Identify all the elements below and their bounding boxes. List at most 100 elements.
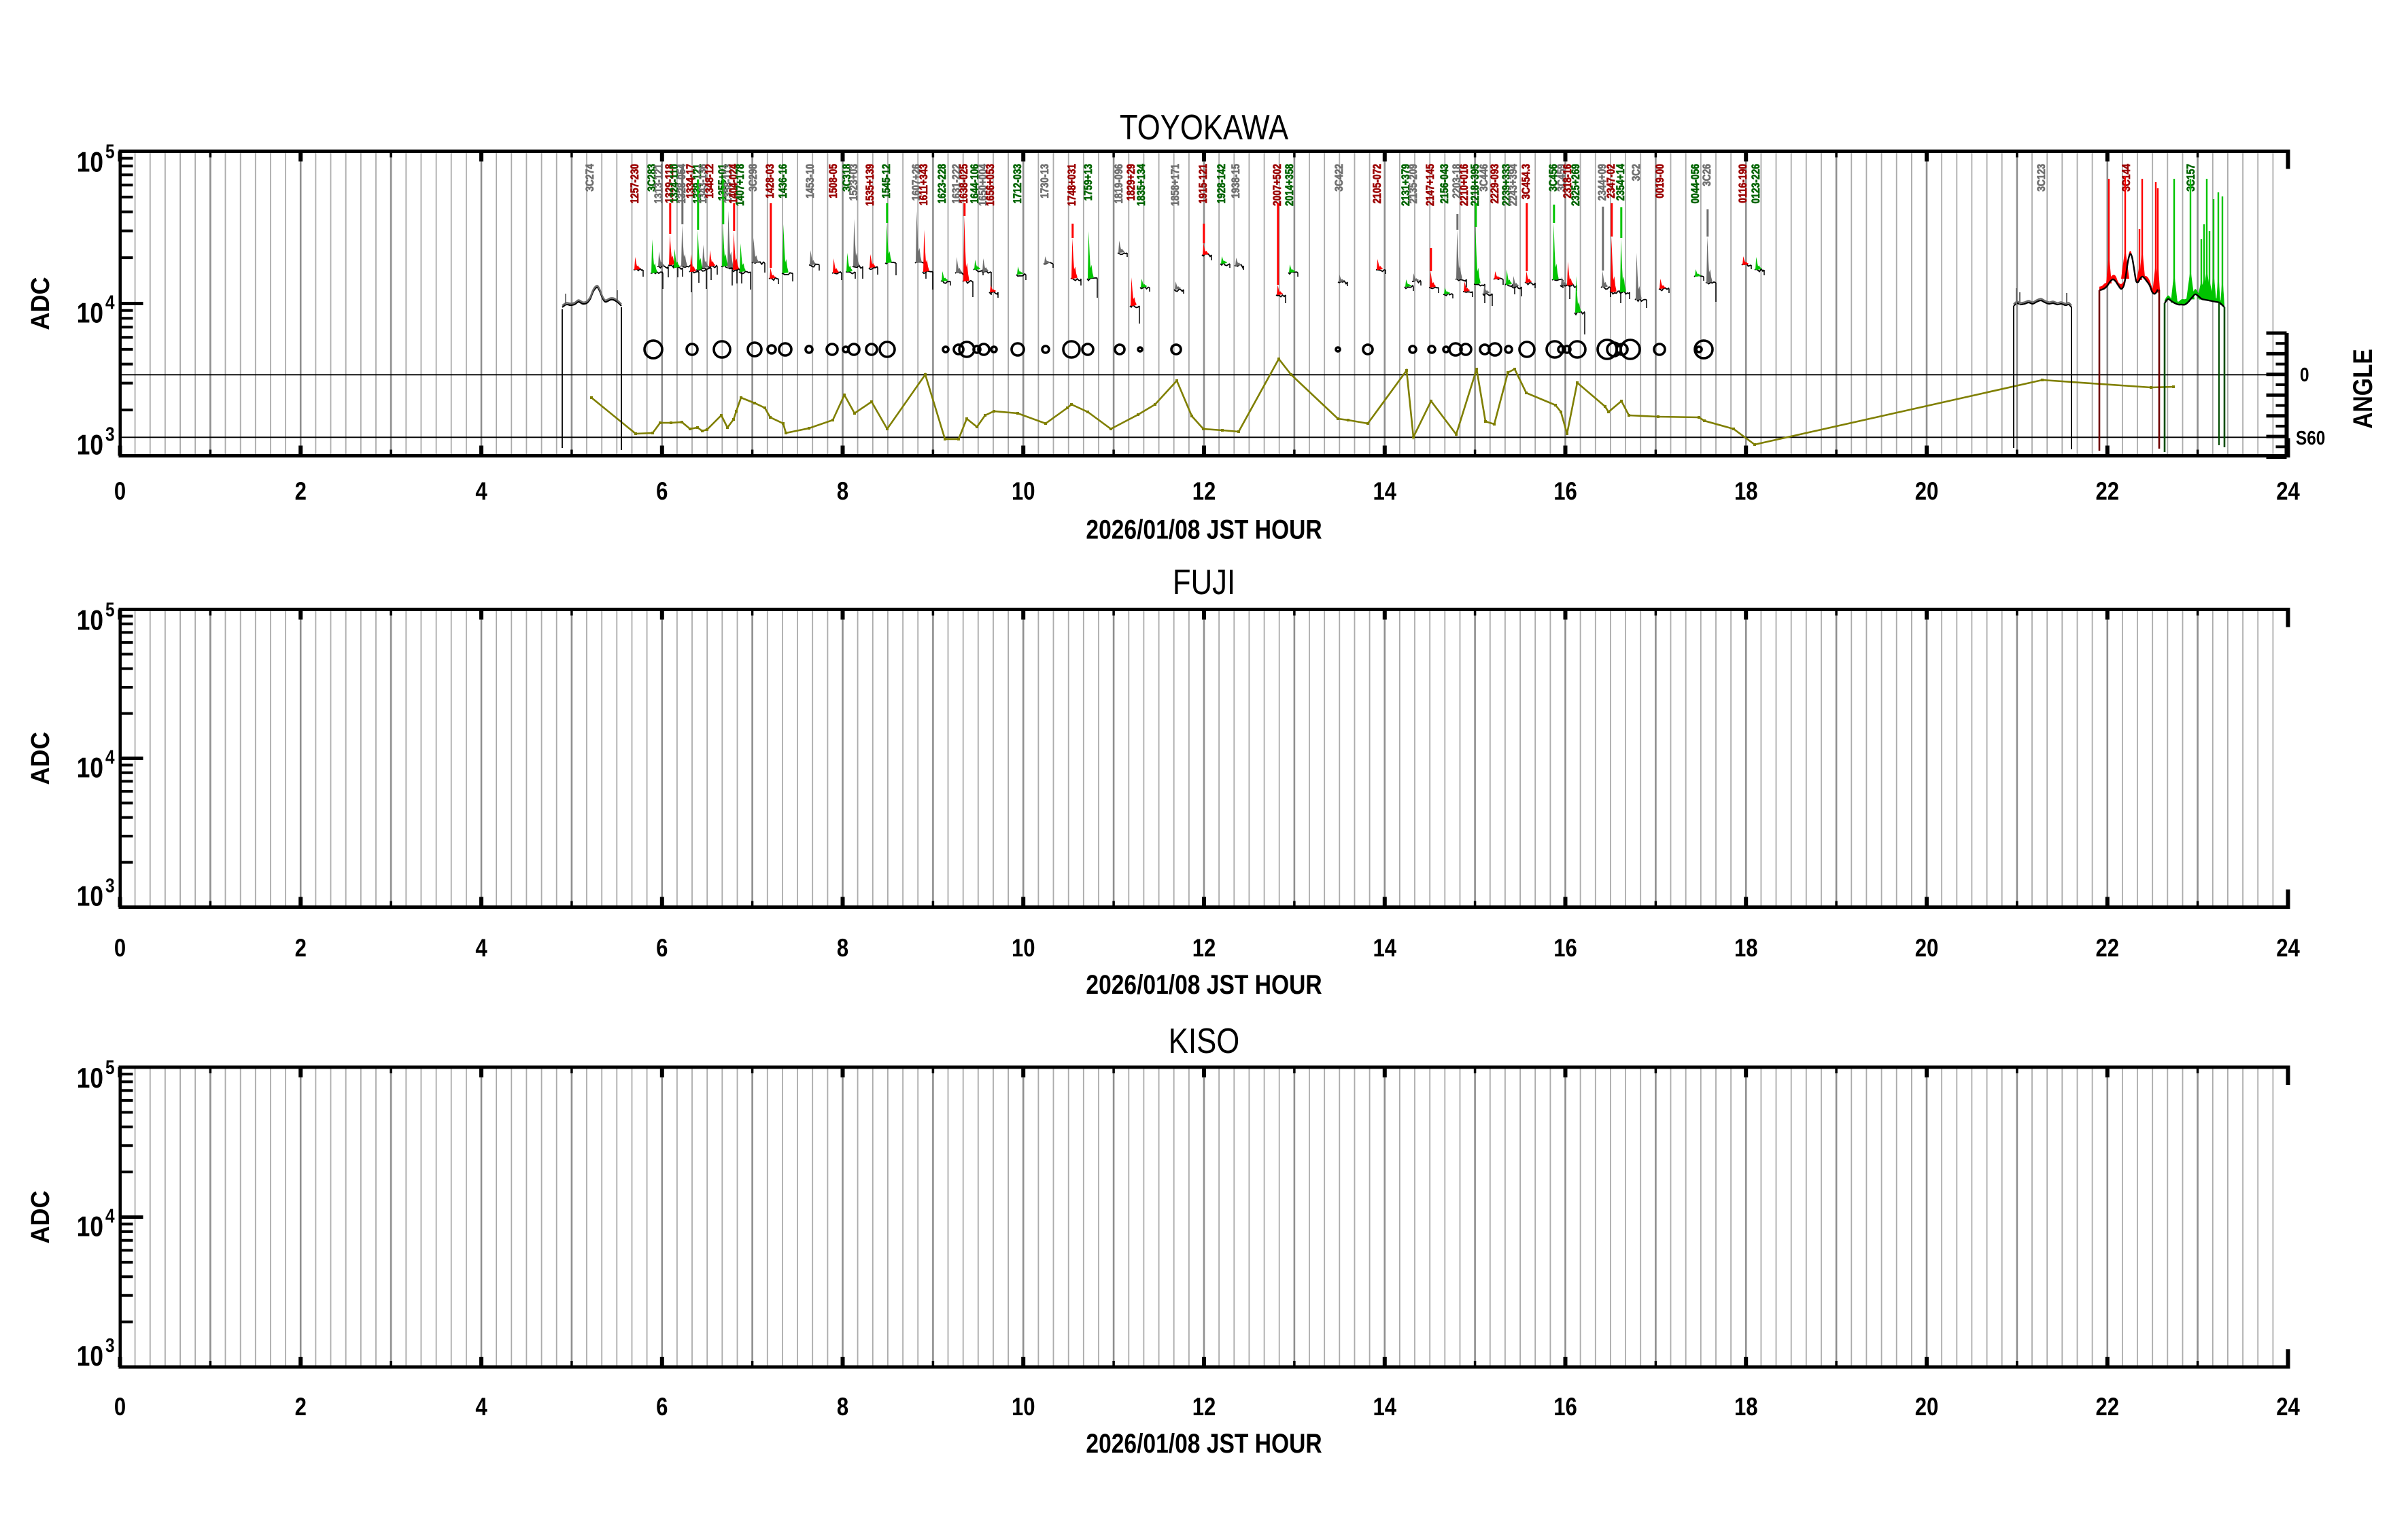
svg-text:ADC: ADC [25,1190,54,1243]
svg-text:ADC: ADC [25,731,54,784]
svg-text:3C2: 3C2 [1630,164,1642,181]
svg-text:3C422: 3C422 [1333,164,1345,192]
svg-text:5: 5 [105,141,115,162]
svg-text:24: 24 [2276,478,2300,506]
svg-text:0: 0 [2300,364,2309,385]
svg-text:16: 16 [1553,935,1577,963]
svg-text:1644-106: 1644-106 [969,164,981,204]
svg-text:2: 2 [295,478,307,506]
svg-text:10: 10 [77,1211,103,1243]
svg-text:22: 22 [2095,478,2119,506]
svg-text:16: 16 [1553,478,1577,506]
svg-text:6: 6 [656,1393,668,1421]
svg-text:1829+29: 1829+29 [1125,164,1137,201]
svg-text:4: 4 [105,292,115,313]
svg-text:1348-12: 1348-12 [704,164,716,198]
svg-text:0123-226: 0123-226 [1750,164,1762,204]
svg-text:1623-228: 1623-228 [936,164,948,204]
svg-text:FUJI: FUJI [1173,564,1235,602]
svg-text:3C274: 3C274 [584,164,596,192]
svg-text:18: 18 [1734,1393,1758,1421]
svg-text:1358-113: 1358-113 [722,164,734,203]
svg-text:8: 8 [837,935,848,963]
svg-text:14: 14 [1373,935,1396,963]
svg-text:1835+134: 1835+134 [1135,164,1148,206]
svg-text:1611+343: 1611+343 [918,164,930,205]
svg-text:TOYOKAWA: TOYOKAWA [1120,109,1288,148]
svg-text:10: 10 [1012,478,1035,506]
svg-text:20: 20 [1915,935,1939,963]
svg-text:1938-15: 1938-15 [1230,164,1242,198]
svg-text:3C26: 3C26 [1701,164,1713,186]
svg-text:3C456: 3C456 [1547,164,1560,192]
svg-text:2218+395: 2218+395 [1469,164,1481,206]
svg-text:2229-093: 2229-093 [1489,164,1501,204]
svg-text:1508-05: 1508-05 [827,164,840,198]
svg-text:10: 10 [77,298,103,330]
svg-text:10: 10 [77,147,103,179]
svg-text:1712-033: 1712-033 [1012,164,1024,204]
svg-text:3: 3 [105,875,115,897]
svg-text:1404-024: 1404-024 [727,164,740,204]
svg-text:10: 10 [77,752,103,784]
svg-text:2156-043: 2156-043 [1439,164,1451,204]
svg-text:1607+26: 1607+26 [910,164,923,201]
svg-text:14: 14 [1373,478,1396,506]
svg-text:ADC: ADC [25,277,54,330]
svg-text:2: 2 [295,935,307,963]
svg-text:3C144: 3C144 [2120,164,2133,192]
svg-text:0: 0 [114,1393,126,1421]
svg-text:1324-110: 1324-110 [668,164,681,203]
svg-text:18: 18 [1734,935,1758,963]
svg-text:1730-13: 1730-13 [1039,164,1051,198]
svg-text:4: 4 [105,1205,115,1227]
svg-text:2354+14: 2354+14 [1615,164,1627,201]
svg-text:1759+13: 1759+13 [1082,164,1095,201]
svg-text:1915-121: 1915-121 [1197,164,1209,204]
svg-text:1453-10: 1453-10 [804,164,816,198]
svg-text:3: 3 [105,423,115,445]
svg-text:3: 3 [105,1334,115,1356]
svg-text:0116-190: 0116-190 [1737,164,1749,203]
svg-text:16: 16 [1553,1393,1577,1421]
svg-text:2347-02: 2347-02 [1605,164,1617,198]
svg-text:22: 22 [2095,1393,2119,1421]
svg-text:1313-121: 1313-121 [653,164,665,204]
svg-text:2026/01/08 JST HOUR: 2026/01/08 JST HOUR [1086,1428,1322,1458]
svg-text:1650+004: 1650+004 [977,164,989,206]
svg-text:10: 10 [1012,935,1035,963]
svg-text:2203-18: 2203-18 [1451,164,1463,198]
svg-text:18: 18 [1734,478,1758,506]
svg-text:4: 4 [475,1393,487,1421]
svg-text:2318-16: 2318-16 [1562,164,1574,198]
svg-text:10: 10 [77,605,103,637]
svg-text:20: 20 [1915,478,1939,506]
svg-text:3C123: 3C123 [2035,164,2048,192]
svg-text:4: 4 [475,478,487,506]
svg-text:24: 24 [2276,935,2300,963]
svg-text:2026/01/08 JST HOUR: 2026/01/08 JST HOUR [1086,969,1322,999]
svg-text:S60: S60 [2296,427,2325,449]
svg-text:2325+269: 2325+269 [1570,164,1582,206]
svg-text:8: 8 [837,478,848,506]
svg-text:3C454.3: 3C454.3 [1520,164,1532,199]
svg-text:0044-056: 0044-056 [1689,164,1702,204]
svg-text:KISO: KISO [1169,1022,1239,1061]
svg-text:1257-230: 1257-230 [629,164,641,204]
svg-text:12: 12 [1192,478,1216,506]
svg-text:1748+031: 1748+031 [1066,164,1078,206]
svg-text:10: 10 [77,430,103,462]
svg-text:4: 4 [475,935,487,963]
svg-text:8: 8 [837,1393,848,1421]
svg-text:6: 6 [656,478,668,506]
svg-text:3C298: 3C298 [747,164,759,192]
svg-text:24: 24 [2276,1393,2300,1421]
svg-text:1523+03: 1523+03 [848,164,860,201]
svg-text:1928-142: 1928-142 [1216,164,1228,204]
svg-text:10: 10 [77,1062,103,1094]
svg-text:2243+394: 2243+394 [1507,164,1519,206]
svg-text:ANGLE: ANGLE [2347,349,2377,429]
svg-text:1329-118: 1329-118 [664,164,676,203]
svg-text:1631-222: 1631-222 [950,164,963,204]
svg-text:1407+178: 1407+178 [734,164,746,206]
